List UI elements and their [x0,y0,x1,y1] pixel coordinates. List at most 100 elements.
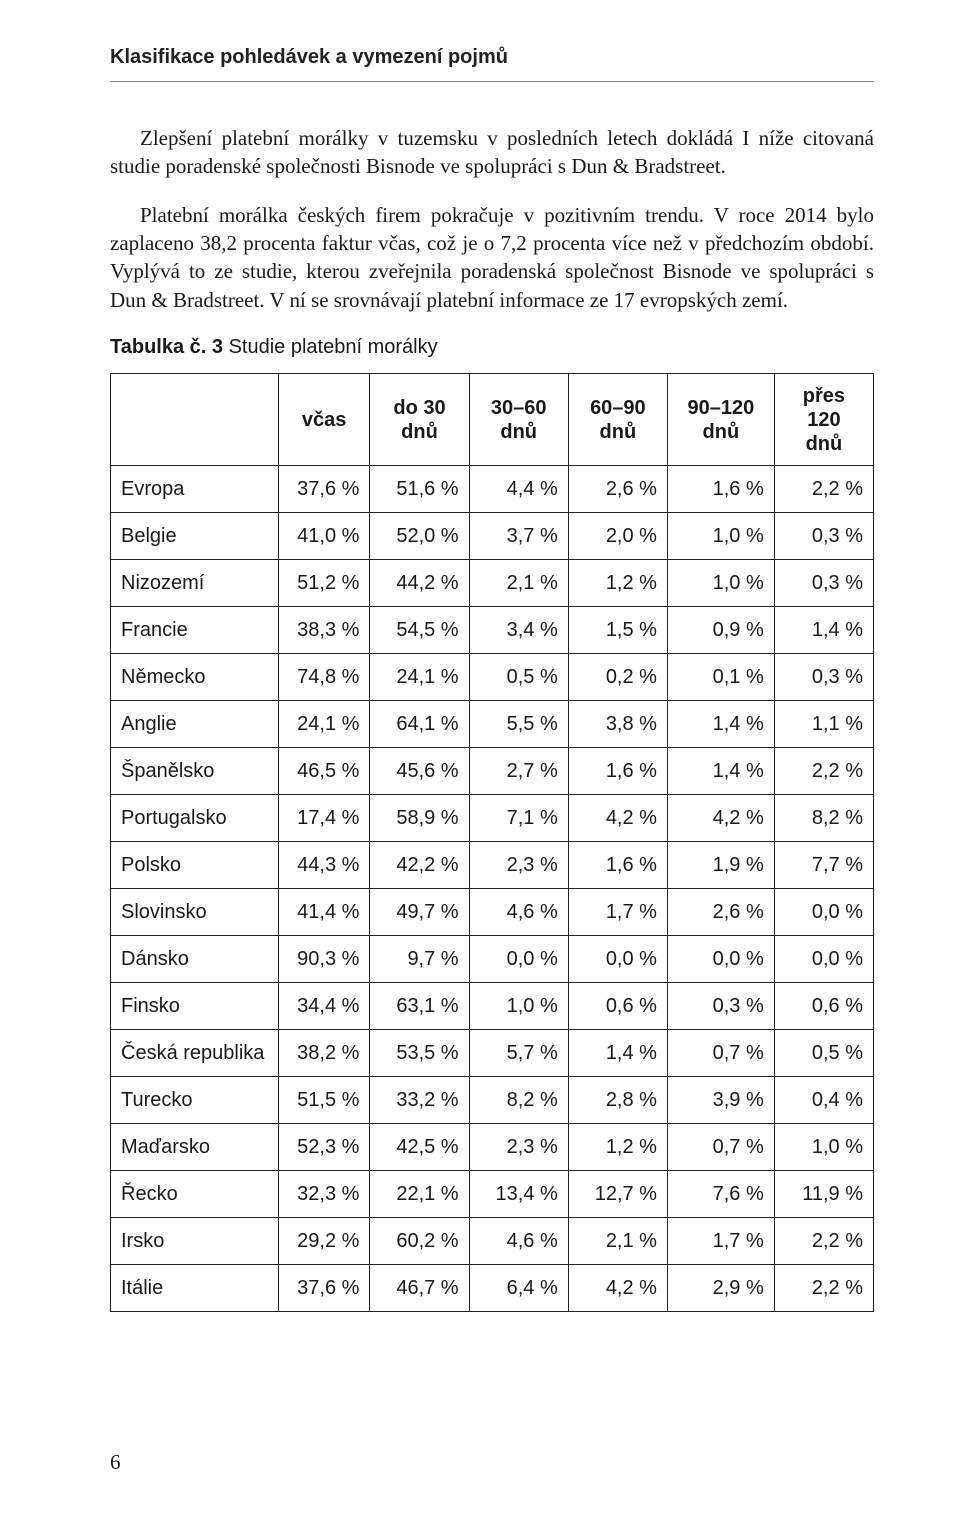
cell-value: 51,2 % [278,560,370,607]
cell-value: 53,5 % [370,1030,469,1077]
cell-value: 1,2 % [568,560,667,607]
table-row: Španělsko46,5 %45,6 %2,7 %1,6 %1,4 %2,2 … [111,748,874,795]
cell-value: 4,2 % [568,1265,667,1312]
cell-value: 1,4 % [568,1030,667,1077]
cell-value: 42,2 % [370,842,469,889]
row-label: Belgie [111,513,279,560]
cell-value: 4,6 % [469,889,568,936]
cell-value: 58,9 % [370,795,469,842]
cell-value: 33,2 % [370,1077,469,1124]
cell-value: 32,3 % [278,1171,370,1218]
table-row: Belgie41,0 %52,0 %3,7 %2,0 %1,0 %0,3 % [111,513,874,560]
row-label: Irsko [111,1218,279,1265]
col-header-6: přes 120dnů [774,374,873,466]
cell-value: 24,1 % [278,701,370,748]
cell-value: 44,3 % [278,842,370,889]
table-row: Dánsko90,3 %9,7 %0,0 %0,0 %0,0 %0,0 % [111,936,874,983]
row-label: Turecko [111,1077,279,1124]
cell-value: 11,9 % [774,1171,873,1218]
cell-value: 29,2 % [278,1218,370,1265]
row-label: Maďarsko [111,1124,279,1171]
cell-value: 2,1 % [469,560,568,607]
cell-value: 60,2 % [370,1218,469,1265]
cell-value: 1,1 % [774,701,873,748]
cell-value: 1,7 % [667,1218,774,1265]
row-label: Dánsko [111,936,279,983]
page-number: 6 [110,1448,121,1476]
row-label: Finsko [111,983,279,1030]
cell-value: 90,3 % [278,936,370,983]
cell-value: 1,2 % [568,1124,667,1171]
cell-value: 2,6 % [667,889,774,936]
cell-value: 2,2 % [774,466,873,513]
cell-value: 0,6 % [774,983,873,1030]
table-row: Slovinsko41,4 %49,7 %4,6 %1,7 %2,6 %0,0 … [111,889,874,936]
table-row: Nizozemí51,2 %44,2 %2,1 %1,2 %1,0 %0,3 % [111,560,874,607]
cell-value: 74,8 % [278,654,370,701]
cell-value: 2,3 % [469,842,568,889]
cell-value: 4,2 % [667,795,774,842]
row-label: Polsko [111,842,279,889]
table-row: Turecko51,5 %33,2 %8,2 %2,8 %3,9 %0,4 % [111,1077,874,1124]
cell-value: 0,3 % [667,983,774,1030]
col-header-5: 90–120dnů [667,374,774,466]
cell-value: 2,7 % [469,748,568,795]
cell-value: 45,6 % [370,748,469,795]
cell-value: 0,2 % [568,654,667,701]
cell-value: 0,6 % [568,983,667,1030]
table-row: Evropa37,6 %51,6 %4,4 %2,6 %1,6 %2,2 % [111,466,874,513]
cell-value: 7,7 % [774,842,873,889]
row-label: Slovinsko [111,889,279,936]
cell-value: 1,0 % [469,983,568,1030]
row-label: Řecko [111,1171,279,1218]
cell-value: 1,9 % [667,842,774,889]
cell-value: 1,4 % [667,701,774,748]
paragraph-2: Platební morálka českých firem pokračuje… [110,201,874,314]
cell-value: 0,4 % [774,1077,873,1124]
cell-value: 42,5 % [370,1124,469,1171]
table-row: Německo74,8 %24,1 %0,5 %0,2 %0,1 %0,3 % [111,654,874,701]
col-header-country [111,374,279,466]
table-row: Řecko32,3 %22,1 %13,4 %12,7 %7,6 %11,9 % [111,1171,874,1218]
cell-value: 2,6 % [568,466,667,513]
cell-value: 12,7 % [568,1171,667,1218]
cell-value: 3,4 % [469,607,568,654]
cell-value: 0,5 % [774,1030,873,1077]
cell-value: 1,0 % [774,1124,873,1171]
cell-value: 0,0 % [667,936,774,983]
cell-value: 2,9 % [667,1265,774,1312]
cell-value: 8,2 % [774,795,873,842]
cell-value: 63,1 % [370,983,469,1030]
cell-value: 64,1 % [370,701,469,748]
table-caption: Tabulka č. 3 Studie platební morálky [110,334,874,361]
cell-value: 2,2 % [774,1265,873,1312]
cell-value: 2,2 % [774,1218,873,1265]
cell-value: 41,0 % [278,513,370,560]
cell-value: 2,8 % [568,1077,667,1124]
row-label: Španělsko [111,748,279,795]
cell-value: 0,3 % [774,560,873,607]
cell-value: 51,6 % [370,466,469,513]
cell-value: 49,7 % [370,889,469,936]
row-label: Nizozemí [111,560,279,607]
row-label: Evropa [111,466,279,513]
cell-value: 24,1 % [370,654,469,701]
table-row: Portugalsko17,4 %58,9 %7,1 %4,2 %4,2 %8,… [111,795,874,842]
cell-value: 46,7 % [370,1265,469,1312]
cell-value: 38,2 % [278,1030,370,1077]
cell-value: 1,4 % [667,748,774,795]
cell-value: 2,1 % [568,1218,667,1265]
cell-value: 0,0 % [469,936,568,983]
cell-value: 1,0 % [667,560,774,607]
cell-value: 0,7 % [667,1030,774,1077]
cell-value: 3,7 % [469,513,568,560]
cell-value: 4,4 % [469,466,568,513]
cell-value: 0,5 % [469,654,568,701]
cell-value: 7,6 % [667,1171,774,1218]
row-label: Itálie [111,1265,279,1312]
table-row: Česká republika38,2 %53,5 %5,7 %1,4 %0,7… [111,1030,874,1077]
col-header-4: 60–90dnů [568,374,667,466]
cell-value: 1,0 % [667,513,774,560]
cell-value: 54,5 % [370,607,469,654]
table-head: včasdo 30dnů30–60dnů60–90dnů90–120dnůpře… [111,374,874,466]
